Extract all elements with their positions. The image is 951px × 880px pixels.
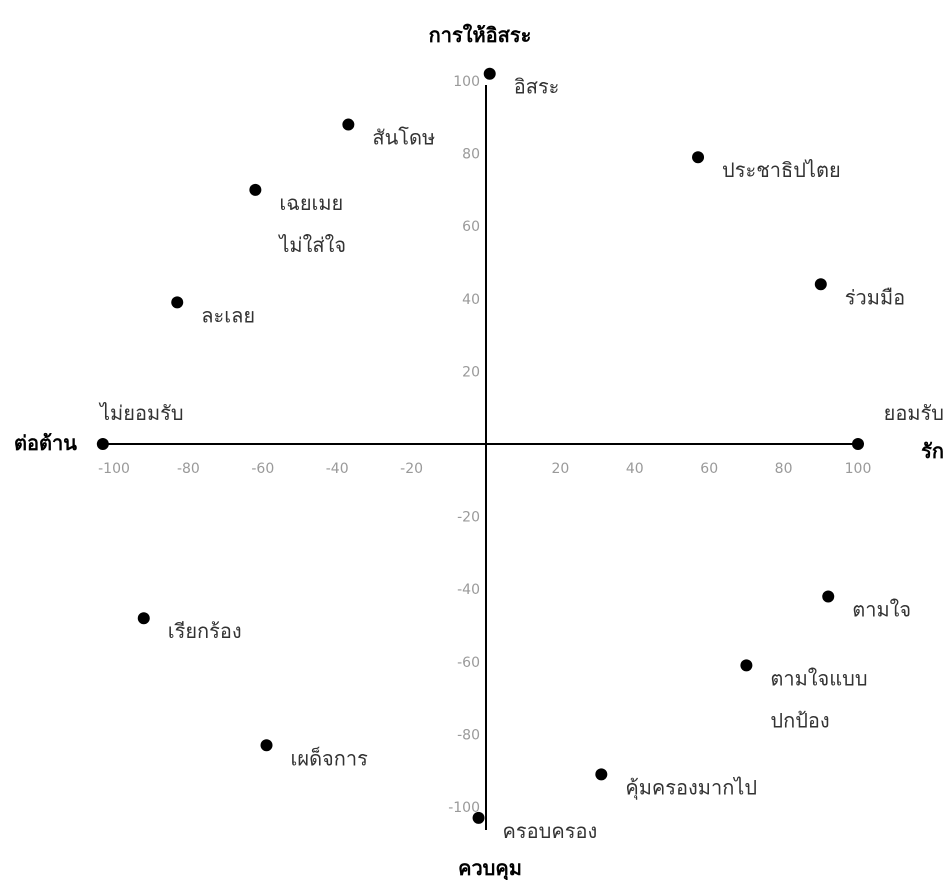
data-points: อิสระสันโดษประชาธิปไตยเฉยเมยไม่ใส่ใจร่วม… xyxy=(96,67,911,843)
y-tick-labels: 100 80 60 40 20 -20 -40 -60 -80 -100 xyxy=(448,74,480,816)
x-tick-label: -60 xyxy=(251,461,274,477)
y-tick-label: -100 xyxy=(448,800,480,816)
left-axis-subtitle: ไม่ยอมรับ xyxy=(98,401,184,425)
x-tick-label: -20 xyxy=(400,461,423,477)
y-tick-label: 40 xyxy=(462,292,480,308)
point-label: ตามใจแบบ xyxy=(770,666,867,690)
x-tick-label: 100 xyxy=(845,461,872,477)
data-point xyxy=(740,659,753,672)
point-label: เผด็จการ xyxy=(291,745,369,770)
point-label: สันโดษ xyxy=(372,126,435,150)
data-point xyxy=(137,612,150,625)
x-tick-label: -80 xyxy=(177,461,200,477)
point-label: ตามใจ xyxy=(852,597,911,621)
x-tick-labels: -100 -80 -60 -40 -20 20 40 60 80 100 xyxy=(98,461,871,477)
y-tick-label: 20 xyxy=(462,364,480,380)
y-tick-label: -20 xyxy=(457,510,480,526)
data-point xyxy=(249,183,262,196)
point-label: ละเลย xyxy=(201,303,255,327)
data-point xyxy=(852,438,864,450)
data-point xyxy=(822,590,835,603)
data-point xyxy=(595,768,608,781)
chart-title: การให้อิสระ xyxy=(429,23,532,47)
point-label: ไม่ใส่ใจ xyxy=(277,233,346,257)
x-tick-label: 20 xyxy=(551,461,569,477)
data-point xyxy=(260,739,273,752)
data-point xyxy=(96,438,109,450)
y-tick-label: -40 xyxy=(457,582,480,598)
left-axis-title: ต่อต้าน xyxy=(14,431,77,455)
right-axis-title: รัก xyxy=(921,439,944,463)
data-point xyxy=(814,278,827,291)
data-point xyxy=(483,67,496,80)
x-tick-label: 40 xyxy=(626,461,644,477)
x-tick-label: 60 xyxy=(700,461,718,477)
data-point xyxy=(342,118,355,131)
point-label: อิสระ xyxy=(514,75,560,99)
bottom-axis-title: ควบคุม xyxy=(458,856,522,880)
x-tick-label: -40 xyxy=(326,461,349,477)
y-tick-label: -80 xyxy=(457,727,480,743)
right-axis-subtitle: ยอมรับ xyxy=(884,401,944,425)
point-label: ปกป้อง xyxy=(770,708,829,732)
point-label: คุ้มครองมากไป xyxy=(625,775,757,800)
x-tick-label: -100 xyxy=(98,461,130,477)
x-tick-label: 80 xyxy=(775,461,793,477)
y-tick-label: 60 xyxy=(462,219,480,235)
point-label: เฉยเมย xyxy=(279,191,343,215)
data-point xyxy=(171,296,184,309)
point-label: เรียกร้อง xyxy=(168,619,242,643)
point-label: ครอบครอง xyxy=(503,819,598,843)
y-tick-label: 80 xyxy=(462,147,480,163)
point-label: ร่วมมือ xyxy=(845,285,905,309)
data-point xyxy=(692,151,705,164)
data-point xyxy=(472,811,485,824)
point-label: ประชาธิปไตย xyxy=(722,158,841,182)
y-tick-label: -60 xyxy=(457,655,480,671)
y-tick-label: 100 xyxy=(453,74,480,90)
